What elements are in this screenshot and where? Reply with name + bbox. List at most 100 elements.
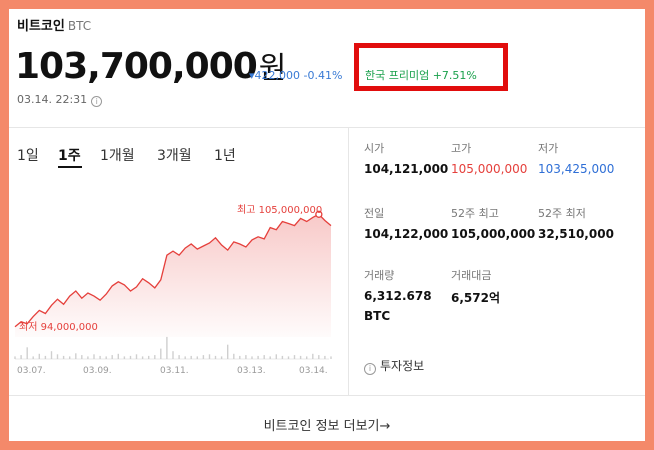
volume-bar <box>202 355 205 359</box>
stat-label: 거래량 <box>364 269 395 282</box>
divider-bottom <box>9 395 645 396</box>
stat-label: 고가 <box>451 142 472 155</box>
invest-info-link[interactable]: i 투자정보 <box>364 357 424 375</box>
active-tab-indicator <box>58 166 82 168</box>
volume-bar <box>245 355 247 359</box>
stat-value: 105,000,000 <box>451 162 528 176</box>
stat-prev-close: 전일 104,122,000 <box>364 205 448 241</box>
volume-bar <box>330 356 332 359</box>
stat-unit: BTC <box>364 309 391 323</box>
x-tick-label: 03.09. <box>83 366 112 376</box>
volume-bar <box>275 354 277 359</box>
volume-bar <box>99 355 101 359</box>
stat-label: 저가 <box>538 142 559 155</box>
price-chart[interactable]: 최고 105,000,000 최저 94,000,000 03.07. 03.0… <box>9 185 339 385</box>
chart-min-label: 최저 94,000,000 <box>19 321 98 333</box>
volume-bar <box>44 355 47 359</box>
tab-1day[interactable]: 1일 <box>17 148 39 164</box>
volume-bar <box>196 356 198 359</box>
stat-value: 6,572억 <box>451 291 500 305</box>
volume-bar <box>166 336 168 359</box>
premium-highlight-box <box>354 43 508 91</box>
volume-bar <box>263 355 265 359</box>
stat-value: 104,121,000 <box>364 162 449 176</box>
info-circle-icon: i <box>364 363 376 375</box>
volume-bar <box>38 353 40 359</box>
volume-bar <box>178 355 180 359</box>
volume-bar <box>105 356 107 359</box>
volume-bars <box>14 336 332 359</box>
coin-name: 비트코인 BTC <box>17 15 91 34</box>
bitcoin-price-card: 비트코인 BTC 103,700,000원 ▾422,000 -0.41% 한국 … <box>9 9 645 441</box>
volume-bar <box>233 353 235 359</box>
max-point-marker <box>315 210 323 218</box>
price-change: ▾422,000 -0.41% <box>249 69 343 82</box>
timestamp-text: 03.14. 22:31 <box>17 93 88 106</box>
price-timestamp: 03.14. 22:31 i <box>17 93 103 107</box>
volume-bar <box>123 356 126 359</box>
volume-bar <box>135 354 138 359</box>
divider-vertical <box>348 127 349 395</box>
coin-ticker: BTC <box>67 19 92 33</box>
x-tick-label: 03.07. <box>17 366 46 376</box>
stat-trade-value: 거래대금 6,572억 <box>451 267 500 306</box>
volume-bar <box>306 356 308 359</box>
volume-bar <box>190 355 192 359</box>
current-price: 103,700,000원 <box>15 43 286 87</box>
volume-bar <box>129 355 132 359</box>
volume-bar <box>111 355 113 359</box>
stat-label: 52주 최저 <box>538 207 586 220</box>
volume-bar <box>293 355 296 359</box>
stat-label: 거래대금 <box>451 269 492 282</box>
volume-bar <box>257 355 259 359</box>
stat-52w-high: 52주 최고 105,000,000 <box>451 205 535 241</box>
volume-bar <box>75 353 77 359</box>
stat-value: 32,510,000 <box>538 227 614 241</box>
volume-bar <box>20 355 22 359</box>
stat-open: 시가 104,121,000 <box>364 140 448 176</box>
volume-bar <box>318 355 320 359</box>
stat-high: 고가 105,000,000 <box>451 140 527 176</box>
korea-premium: 한국 프리미엄 +7.51% <box>365 69 477 82</box>
volume-bar <box>208 354 211 359</box>
x-tick-label: 03.14. <box>299 366 328 376</box>
coin-name-label: 비트코인 <box>17 19 65 34</box>
x-tick-label: 03.13. <box>237 366 266 376</box>
stat-value: 104,122,000 <box>364 227 449 241</box>
stat-52w-low: 52주 최저 32,510,000 <box>538 205 614 241</box>
info-icon[interactable]: i <box>91 96 103 107</box>
divider-top <box>9 127 645 128</box>
volume-bar <box>50 351 53 359</box>
volume-bar <box>220 356 223 359</box>
volume-bar <box>172 351 174 359</box>
tab-1month[interactable]: 1개월 <box>100 148 135 164</box>
volume-bar <box>269 356 271 359</box>
volume-bar <box>287 356 290 359</box>
volume-bar <box>26 347 28 359</box>
volume-bar <box>299 355 302 359</box>
price-line <box>14 213 332 328</box>
volume-bar <box>312 353 314 359</box>
tab-1year[interactable]: 1년 <box>214 148 236 164</box>
stat-value: 6,312.678 <box>364 289 432 303</box>
stat-label: 52주 최고 <box>451 207 499 220</box>
volume-bar <box>62 355 65 359</box>
volume-bar <box>214 355 217 359</box>
volume-bar <box>141 356 144 359</box>
volume-bar <box>56 354 59 359</box>
volume-bar <box>324 355 326 359</box>
volume-bar <box>81 355 83 359</box>
volume-bar <box>87 356 89 359</box>
invest-info-label: 투자정보 <box>380 359 425 373</box>
tab-1week[interactable]: 1주 <box>58 148 81 164</box>
stat-label: 시가 <box>364 142 385 155</box>
volume-bar <box>154 355 156 359</box>
volume-bar <box>148 355 150 359</box>
stat-value: 103,425,000 <box>538 162 615 176</box>
more-info-link[interactable]: 비트코인 정보 더보기→ <box>263 419 391 434</box>
stat-low: 저가 103,425,000 <box>538 140 614 176</box>
volume-bar <box>281 355 284 359</box>
tab-3month[interactable]: 3개월 <box>157 148 192 164</box>
price-area <box>15 214 331 337</box>
stat-label: 전일 <box>364 207 385 220</box>
